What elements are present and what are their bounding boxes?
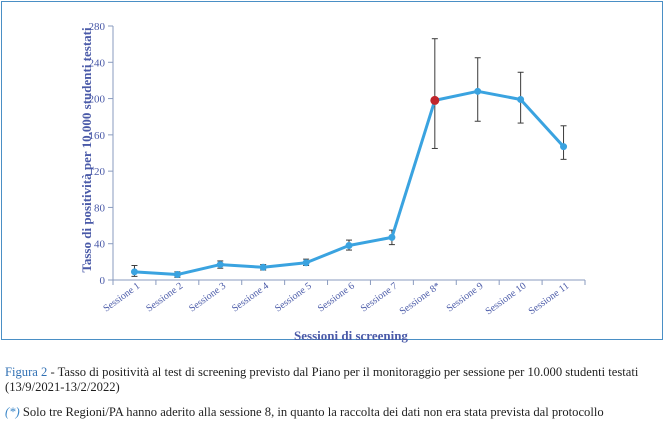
data-point bbox=[345, 242, 353, 250]
highlight-point bbox=[430, 95, 440, 105]
data-point bbox=[130, 268, 138, 276]
y-tick-label: 280 bbox=[89, 21, 106, 33]
x-tick-label: Sessione 2 bbox=[144, 281, 185, 315]
x-tick-label: Sessione 9 bbox=[445, 281, 486, 315]
y-axis-title: Tasso di positività per 10.000 studenti … bbox=[79, 27, 94, 273]
y-tick-label: 0 bbox=[100, 275, 106, 287]
data-point bbox=[216, 261, 224, 269]
footnote-mark: (*) bbox=[5, 405, 20, 419]
x-tick-label: Sessione 1 bbox=[101, 281, 142, 315]
y-tick-label: 240 bbox=[89, 57, 106, 69]
line-chart: 0 40 80 120 160 200 240 280 Sessione 1 Sessione 2… bbox=[79, 21, 586, 343]
y-tick-label: 200 bbox=[89, 94, 106, 106]
x-tick-label: Sessione 3 bbox=[187, 281, 228, 315]
data-point bbox=[474, 87, 482, 95]
x-tick-label: Sessione 7 bbox=[359, 281, 400, 315]
figure-caption-text: - Tasso di positività al test di screeni… bbox=[5, 365, 639, 394]
x-tick-label: Sessione 6 bbox=[316, 281, 357, 315]
y-tick-label: 120 bbox=[89, 166, 106, 178]
chart-frame bbox=[1, 1, 663, 340]
data-point bbox=[560, 143, 568, 151]
data-point bbox=[302, 259, 310, 267]
y-tick-label: 160 bbox=[89, 130, 106, 142]
data-point bbox=[517, 95, 525, 103]
figure-label: Figura 2 bbox=[5, 365, 48, 379]
x-tick-label: Sessione 4 bbox=[230, 281, 271, 315]
data-point bbox=[259, 263, 267, 271]
x-axis-title: Sessioni di screening bbox=[294, 328, 408, 343]
x-tick-label: Sessione 10 bbox=[484, 281, 529, 318]
footnote: (*) Solo tre Regioni/PA hanno aderito al… bbox=[5, 405, 665, 420]
figure-caption: Figura 2 - Tasso di positività al test d… bbox=[5, 365, 661, 395]
y-tick-label: 40 bbox=[94, 239, 106, 251]
x-tick-label: Sessione 5 bbox=[273, 281, 314, 315]
data-point bbox=[173, 271, 181, 279]
x-tick-label: Sessione 11 bbox=[527, 281, 572, 318]
data-point bbox=[388, 233, 396, 241]
footnote-text: Solo tre Regioni/PA hanno aderito alla s… bbox=[19, 405, 604, 419]
x-tick-label: Sessione 8* bbox=[398, 281, 443, 318]
y-tick-label: 80 bbox=[94, 202, 106, 214]
